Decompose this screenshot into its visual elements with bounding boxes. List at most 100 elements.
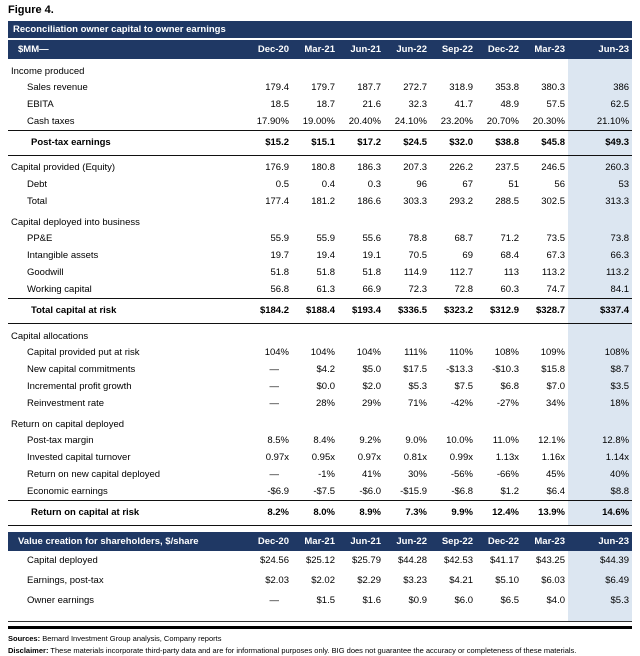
value-cell: 12.4% [476,501,522,526]
value-cell: $3.5 [568,378,632,395]
column-header-dec-22: Dec-22 [476,532,522,551]
value-cell [476,412,522,432]
value-cell [384,611,430,622]
value-cell: 19.00% [292,113,338,131]
value-cell [430,59,476,79]
value-cell [384,59,430,79]
value-cell: $4.21 [430,571,476,591]
row-label: Owner earnings [8,591,246,611]
value-cell: — [246,466,292,483]
row-label: Capital deployed [8,551,246,571]
value-cell [430,210,476,230]
value-cell: 68.7 [430,230,476,247]
value-cell: $6.03 [522,571,568,591]
value-cell: $328.7 [522,299,568,324]
column-header-dec-20: Dec-20 [246,532,292,551]
value-cell: 0.3 [338,176,384,193]
value-cell: 20.70% [476,113,522,131]
value-cell: 71% [384,395,430,412]
value-cell [568,324,632,345]
value-cell: $5.3 [568,591,632,611]
value-cell: -27% [476,395,522,412]
value-cell: -$15.9 [384,483,430,501]
value-cell: $1.6 [338,591,384,611]
value-cell: $0.0 [292,378,338,395]
value-cell: 21.6 [338,96,384,113]
value-cell [568,412,632,432]
value-cell: $7.0 [522,378,568,395]
value-cell: 180.8 [292,156,338,177]
value-cell [338,412,384,432]
column-header-jun-23: Jun-23 [568,532,632,551]
table2-body: Capital deployed$24.56$25.12$25.79$44.28… [8,551,632,622]
row-label: Capital deployed into business [8,210,246,230]
value-cell: 13.9% [522,501,568,526]
value-cell: — [246,591,292,611]
row-label: Income produced [8,59,246,79]
value-cell [338,611,384,622]
value-cell: $4.0 [522,591,568,611]
value-cell: 272.7 [384,79,430,96]
value-cell: $5.3 [384,378,430,395]
value-cell: $1.5 [292,591,338,611]
value-cell: 48.9 [476,96,522,113]
unit-label: $MM— [8,39,246,59]
value-cell: -$7.5 [292,483,338,501]
row-label: Return on capital deployed [8,412,246,432]
value-cell: -66% [476,466,522,483]
value-cell [384,324,430,345]
value-cell: 84.1 [568,281,632,299]
value-cell: 187.7 [338,79,384,96]
table-row: Earnings, post-tax$2.03$2.02$2.29$3.23$4… [8,571,632,591]
value-cell: $2.29 [338,571,384,591]
value-cell [568,210,632,230]
value-cell: 55.9 [292,230,338,247]
value-cell: $38.8 [476,131,522,156]
value-cell: 302.5 [522,193,568,210]
value-cell [522,59,568,79]
value-cell: $6.0 [430,591,476,611]
table-row: Post-tax earnings$15.2$15.1$17.2$24.5$32… [8,131,632,156]
value-cell: 0.97x [338,449,384,466]
table2-title: Value creation for shareholders, $/share [8,532,246,551]
table-row: Return on capital deployed [8,412,632,432]
value-cell: 56.8 [246,281,292,299]
value-cell [568,59,632,79]
value-cell: $312.9 [476,299,522,324]
row-label: Invested capital turnover [8,449,246,466]
column-header-sep-22: Sep-22 [430,39,476,59]
value-cell: — [246,361,292,378]
value-cell: -$6.8 [430,483,476,501]
value-cell: $6.49 [568,571,632,591]
value-cell: 1.14x [568,449,632,466]
value-cell [476,324,522,345]
table1-title-band: Reconciliation owner capital to owner ea… [8,21,632,39]
value-cell: 68.4 [476,247,522,264]
row-label: Earnings, post-tax [8,571,246,591]
value-cell: 177.4 [246,193,292,210]
value-cell: 12.8% [568,432,632,449]
value-cell: 74.7 [522,281,568,299]
column-header-mar-21: Mar-21 [292,532,338,551]
value-cell [430,324,476,345]
value-cell: 104% [246,344,292,361]
value-cell: $193.4 [338,299,384,324]
value-cell [476,611,522,622]
value-cell: 108% [568,344,632,361]
column-header-sep-22: Sep-22 [430,532,476,551]
table-row: Return on new capital deployed—-1%41%30%… [8,466,632,483]
table-row [8,611,632,622]
value-cell [338,324,384,345]
column-header-dec-22: Dec-22 [476,39,522,59]
value-cell: 67 [430,176,476,193]
value-cell: $45.8 [522,131,568,156]
value-cell: $7.5 [430,378,476,395]
row-label: Return on capital at risk [8,501,246,526]
